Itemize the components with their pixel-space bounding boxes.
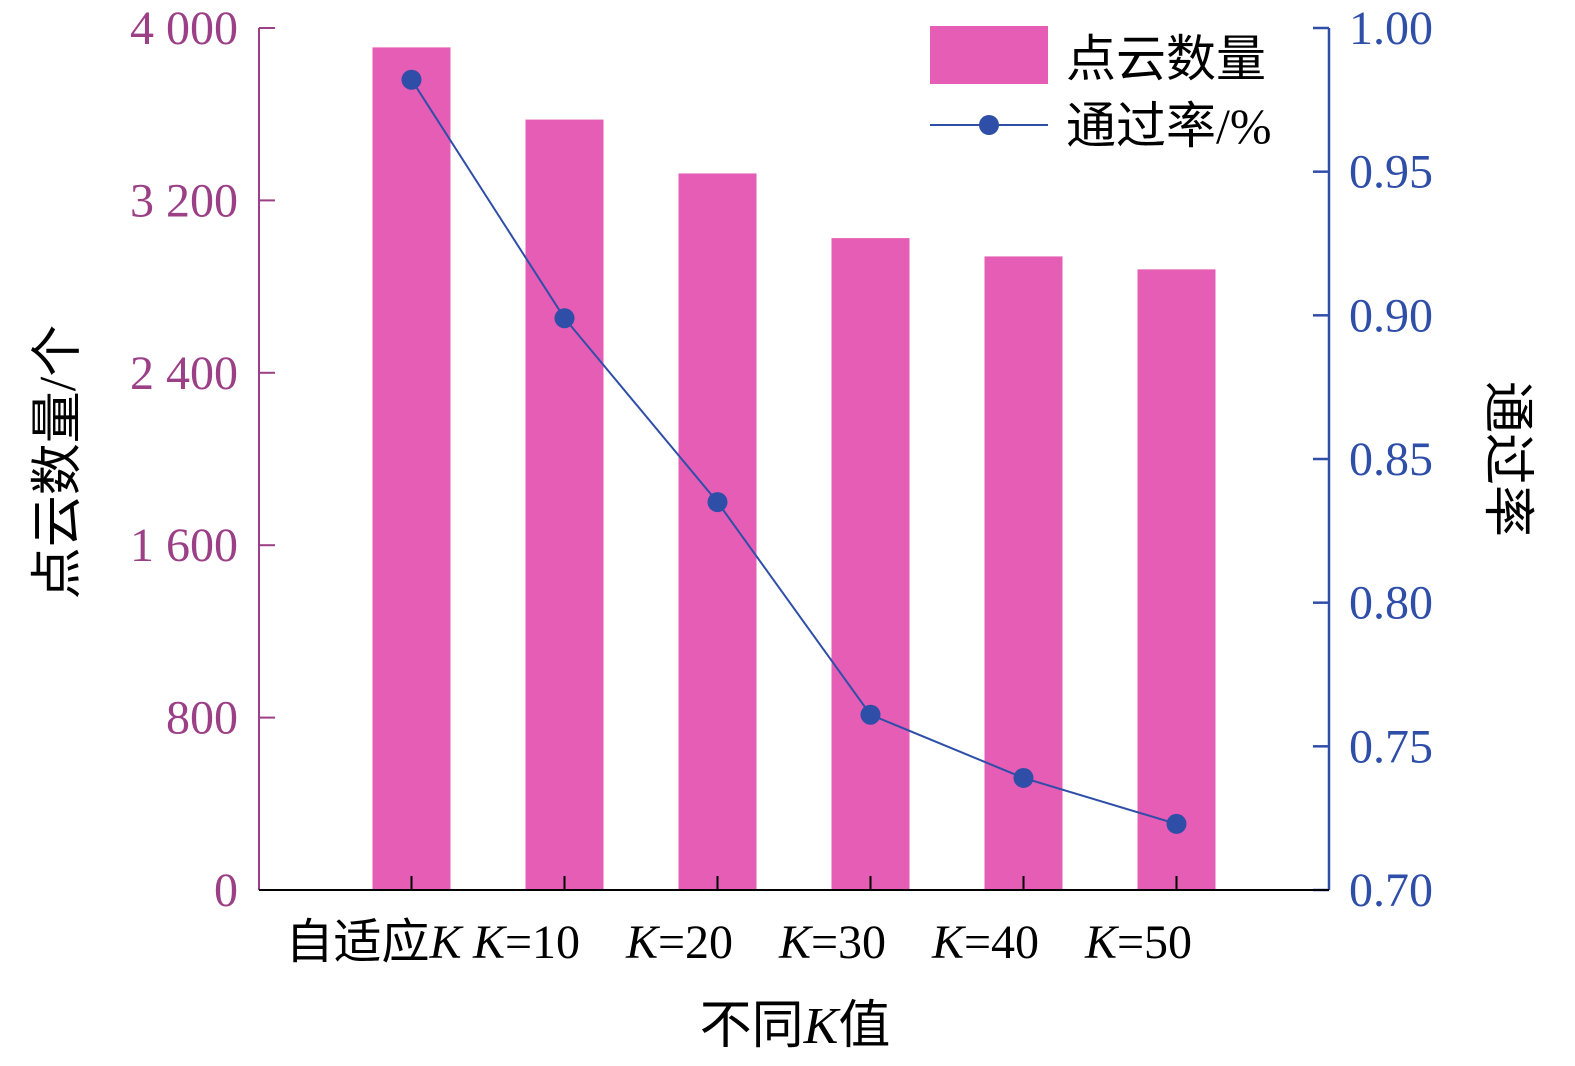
- left-tick-label: 800: [166, 692, 238, 745]
- right-tick-label: 0.95: [1349, 146, 1433, 199]
- bar: [984, 256, 1063, 890]
- bar: [1137, 269, 1216, 890]
- x-axis-title: 不同K值: [700, 998, 891, 1055]
- left-y-axis: 0 800 1 600 2 400 3 200 4 000: [130, 2, 275, 917]
- legend-line-label: 通过率/%: [1066, 98, 1272, 154]
- x-tick-label: K=20: [625, 916, 733, 969]
- x-tick-label: 自适应K: [285, 916, 464, 969]
- legend-bar-swatch: [930, 26, 1048, 84]
- right-tick-label: 0.85: [1349, 433, 1433, 486]
- bar: [372, 47, 451, 890]
- axis-titles: 不同K值 点云数量/个 通过率: [30, 325, 1535, 1055]
- left-tick-label: 3 200: [130, 174, 238, 227]
- right-tick-label: 0.80: [1349, 577, 1433, 630]
- left-tick-label: 1 600: [130, 519, 238, 572]
- bar-series: [372, 47, 1216, 891]
- right-y-axis-title: 通过率: [1478, 381, 1535, 537]
- x-tick-label: K=50: [1084, 916, 1192, 969]
- x-tick-label: K=10: [472, 916, 580, 969]
- right-y-axis: 0.70 0.75 0.80 0.85 0.90 0.95 1.00: [1313, 2, 1433, 917]
- pass-rate-point: [554, 308, 575, 329]
- bar: [678, 173, 757, 890]
- pass-rate-line: [410, 79, 1177, 825]
- bar: [525, 119, 604, 890]
- line-series: [401, 69, 1187, 834]
- left-tick-label: 2 400: [130, 347, 238, 400]
- left-tick-label: 4 000: [130, 2, 238, 55]
- x-tick-label: K=40: [931, 916, 1039, 969]
- legend-bar-label: 点云数量: [1066, 31, 1266, 87]
- left-y-axis-title: 点云数量/个: [30, 325, 87, 599]
- pass-rate-point: [707, 492, 728, 513]
- pass-rate-point: [401, 69, 422, 90]
- x-tick-label: K=30: [778, 916, 886, 969]
- bar: [831, 238, 910, 891]
- right-tick-label: 0.70: [1349, 864, 1433, 917]
- left-tick-label: 0: [214, 864, 238, 917]
- right-tick-label: 0.75: [1349, 720, 1433, 773]
- pass-rate-point: [860, 704, 881, 725]
- legend-line-marker: [979, 115, 999, 135]
- pass-rate-point: [1013, 767, 1034, 788]
- pass-rate-point: [1166, 813, 1187, 834]
- right-tick-label: 0.90: [1349, 289, 1433, 342]
- legend: 点云数量 通过率/%: [930, 26, 1272, 154]
- right-tick-label: 1.00: [1349, 2, 1433, 55]
- x-axis: 自适应K K=10 K=20 K=30 K=40 K=50: [259, 876, 1329, 969]
